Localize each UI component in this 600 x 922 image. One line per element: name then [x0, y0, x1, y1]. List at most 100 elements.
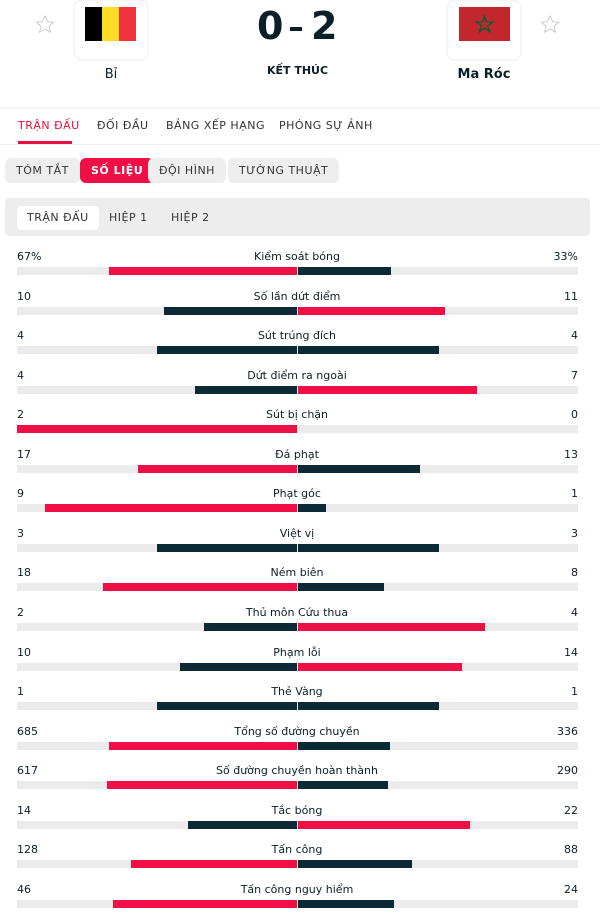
away-value: 336 — [557, 724, 578, 738]
home-bar — [203, 623, 297, 632]
period-box — [5, 198, 590, 236]
home-score: 0 — [257, 4, 284, 48]
home-team: Bỉ — [104, 67, 118, 82]
away-bar — [298, 702, 439, 711]
sub-tab[interactable]: TƯỜNG THUẬT — [228, 158, 340, 183]
home-value: 18 — [17, 566, 31, 580]
header-graphics — [0, 0, 600, 109]
away-bar — [298, 504, 327, 513]
home-bar — [17, 425, 297, 434]
bar-track — [17, 899, 578, 908]
away-bar — [298, 662, 462, 671]
away-bar — [298, 741, 391, 750]
bar-track — [17, 741, 578, 750]
home-value: 3 — [17, 526, 24, 540]
away-value: 8 — [571, 566, 578, 580]
stat-name: Thẻ Vàng — [271, 685, 323, 699]
home-value: 10 — [17, 645, 31, 659]
away-value: 13 — [564, 447, 578, 461]
home-bar — [113, 899, 297, 908]
bar-track — [17, 504, 578, 513]
stat-name: Sút trúng đích — [257, 329, 337, 343]
away-bar — [298, 385, 477, 394]
away-value: 24 — [564, 882, 578, 896]
tab[interactable]: ĐỐI ĐẦU — [97, 119, 149, 132]
away-value: 1 — [571, 487, 578, 501]
stat-name: Việt vị — [279, 526, 315, 540]
bar-track — [17, 464, 578, 473]
away-bar — [298, 267, 391, 275]
stat-name: Sút bị chặn — [265, 408, 329, 422]
home-bar — [163, 306, 297, 315]
home-value: 4 — [17, 329, 24, 343]
away-value: 290 — [557, 764, 578, 778]
home-value: 10 — [17, 289, 31, 303]
home-bar — [180, 662, 297, 671]
tab[interactable]: TRẬN ĐẤU — [18, 119, 80, 132]
bar-track — [17, 267, 578, 275]
away-bar — [298, 306, 446, 315]
away-value: 22 — [564, 803, 578, 817]
home-bar — [45, 504, 297, 513]
score-dash — [290, 27, 302, 31]
home-value: 17 — [17, 447, 31, 461]
home-value: 67% — [17, 250, 42, 263]
stat-name: Tấn công — [271, 843, 323, 857]
stat-name: Phạm lỗi — [273, 645, 321, 659]
home-bar — [109, 741, 297, 750]
away-team: Ma Róc — [457, 67, 511, 82]
away-bar — [298, 781, 388, 790]
home-value: 617 — [17, 764, 38, 778]
stat-name: Số lần dứt điểm — [253, 289, 341, 303]
away-value: 11 — [564, 289, 578, 303]
away-value: 14 — [564, 645, 578, 659]
stat-name: Thủ môn Cứu thua — [245, 606, 349, 620]
home-bar — [157, 346, 297, 355]
bar-track — [17, 860, 578, 869]
away-value: 33% — [553, 250, 578, 263]
home-value: 2 — [17, 606, 24, 620]
fav-star[interactable] — [35, 14, 55, 34]
home-bar — [106, 781, 297, 790]
away-score: 2 — [311, 4, 338, 48]
tab[interactable]: PHÓNG SỰ ẢNH — [279, 119, 373, 132]
period-tab[interactable]: HIỆP 2 — [171, 211, 210, 224]
home-value: 9 — [17, 487, 24, 501]
away-bar — [298, 583, 385, 592]
away-bar — [298, 346, 439, 355]
tab[interactable]: BẢNG XẾP HẠNG — [166, 119, 265, 132]
away-bar — [298, 820, 470, 829]
period-tab[interactable]: TRẬN ĐẤU — [17, 206, 99, 230]
sub-tab[interactable]: SỐ LIỆU — [80, 158, 155, 183]
home-value: 14 — [17, 803, 31, 817]
away-bar — [298, 623, 486, 632]
period-tab[interactable]: HIỆP 1 — [109, 211, 148, 224]
home-value: 4 — [17, 368, 24, 382]
fav-star[interactable] — [540, 14, 560, 34]
away-value: 7 — [571, 368, 578, 382]
tabs-border — [0, 144, 600, 145]
sub-tab[interactable]: ĐỘI HÌNH — [148, 158, 226, 183]
stat-name: Tắc bóng — [271, 803, 323, 817]
away-bar — [298, 860, 413, 869]
home-bar — [195, 385, 297, 394]
stat-name: Tấn công nguy hiểm — [240, 882, 354, 896]
away-value: 4 — [571, 329, 578, 343]
home-value: 685 — [17, 724, 38, 738]
home-value: 1 — [17, 685, 24, 699]
home-value: 2 — [17, 408, 24, 422]
stat-name: Đá phạt — [275, 447, 319, 461]
bar-track — [17, 425, 578, 434]
sub-tab[interactable]: TÓM TẮT — [5, 158, 80, 183]
home-bar — [103, 583, 297, 592]
bar-track — [17, 385, 578, 394]
home-bar — [188, 820, 297, 829]
home-value: 46 — [17, 882, 31, 896]
home-bar — [138, 464, 297, 473]
bar-track — [17, 702, 578, 711]
home-value: 128 — [17, 843, 38, 857]
stat-name: Phạt góc — [273, 487, 321, 501]
home-bar — [157, 543, 297, 552]
stat-name: Tổng số đường chuyền — [234, 724, 360, 738]
